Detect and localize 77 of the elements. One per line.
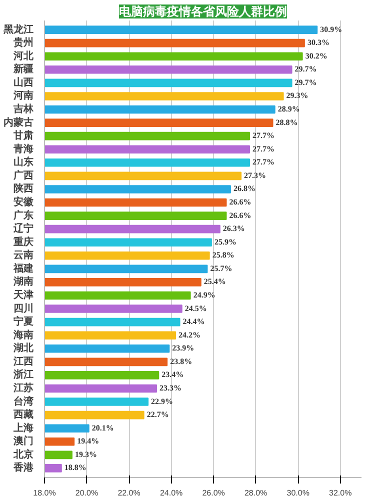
y-tick-label: 澳门 [12,435,34,448]
data-label: 26.8% [233,184,256,194]
x-tick-label: 26.0% [202,488,225,498]
data-label: 25.9% [214,237,236,246]
data-label: 25.7% [210,264,232,273]
y-tick-label: 北京 [12,448,34,460]
data-label: 25.8% [212,250,234,260]
data-label: 27.7% [252,131,274,140]
y-tick-label: 陕西 [14,182,34,195]
y-tick-label: 湖南 [12,276,34,288]
data-label: 30.2% [305,51,328,60]
x-tick-label: 20.0% [75,488,98,498]
data-label: 24.4% [182,317,205,326]
data-label: 23.9% [172,344,194,353]
data-label: 22.7% [146,410,169,420]
chart-title: 电脑病毒疫情各省风险人群比例 [119,4,287,18]
y-tick-label: 新疆 [12,63,34,76]
y-tick-label: 海南 [12,328,34,341]
y-tick-label: 青海 [12,142,34,155]
y-tick-label: 台湾 [14,395,34,408]
y-tick-label: 黑龙江 [2,23,34,36]
data-label: 27.7% [252,144,274,154]
data-label: 29.7% [294,78,317,87]
y-tick-label: 辽宁 [12,222,34,235]
y-tick-label: 广西 [12,169,34,182]
y-tick-label: 广东 [12,209,34,222]
y-tick-label: 江西 [12,355,34,368]
data-label: 26.6% [229,210,252,220]
y-tick-label: 山东 [14,156,34,168]
data-label: 30.9% [320,24,342,34]
x-tick-label: 28.0% [244,488,268,498]
y-tick-label: 安徽 [14,196,34,208]
y-tick-label: 内蒙古 [4,116,34,128]
y-tick-label: 浙江 [12,368,34,381]
y-tick-label: 四川 [14,302,34,314]
data-label: 25.4% [204,277,226,286]
y-tick-label: 河南 [12,90,34,102]
y-tick-label: 山西 [14,76,34,88]
x-tick-label: 24.0% [160,488,183,498]
y-tick-label: 上海 [12,422,34,434]
data-label: 23.4% [162,370,184,380]
y-tick-label: 湖北 [12,342,34,354]
data-label: 22.9% [151,396,174,406]
x-tick-label: 22.0% [118,488,140,498]
y-tick-label: 宁夏 [14,316,34,328]
data-label: 27.3% [244,170,266,180]
data-label: 30.3% [307,38,330,48]
data-label: 29.3% [286,91,308,100]
data-label: 24.9% [193,290,216,300]
data-label: 28.9% [278,104,300,114]
data-label: 27.7% [252,158,274,167]
data-label: 19.4% [77,436,100,446]
data-label: 29.7% [294,64,317,74]
y-tick-label: 天津 [12,288,34,301]
data-label: 24.2% [178,330,201,340]
y-tick-label: 重庆 [12,236,34,248]
y-tick-label: 吉林 [12,103,34,116]
x-tick-label: 30.0% [286,488,310,498]
x-tick-label: 32.0% [329,488,352,498]
y-tick-label: 甘肃 [12,130,34,142]
data-label: 20.1% [92,423,114,432]
data-label: 18.8% [64,463,86,472]
y-tick-label: 河北 [12,50,34,62]
y-tick-label: 福建 [12,262,34,274]
data-label: 26.6% [229,198,252,207]
data-label: 23.8% [170,356,192,366]
y-tick-label: 香港 [12,462,34,474]
data-label: 19.3% [74,450,97,459]
data-label: 28.8% [276,118,298,127]
data-label: 24.5% [184,304,207,313]
y-tick-label: 江苏 [12,382,34,394]
data-label: 26.3% [222,224,245,234]
data-label: 23.3% [160,383,182,392]
x-tick-label: 18.0% [33,488,56,498]
y-tick-label: 贵州 [12,36,34,49]
y-tick-label: 西藏 [12,408,34,421]
y-tick-label: 云南 [14,249,34,262]
